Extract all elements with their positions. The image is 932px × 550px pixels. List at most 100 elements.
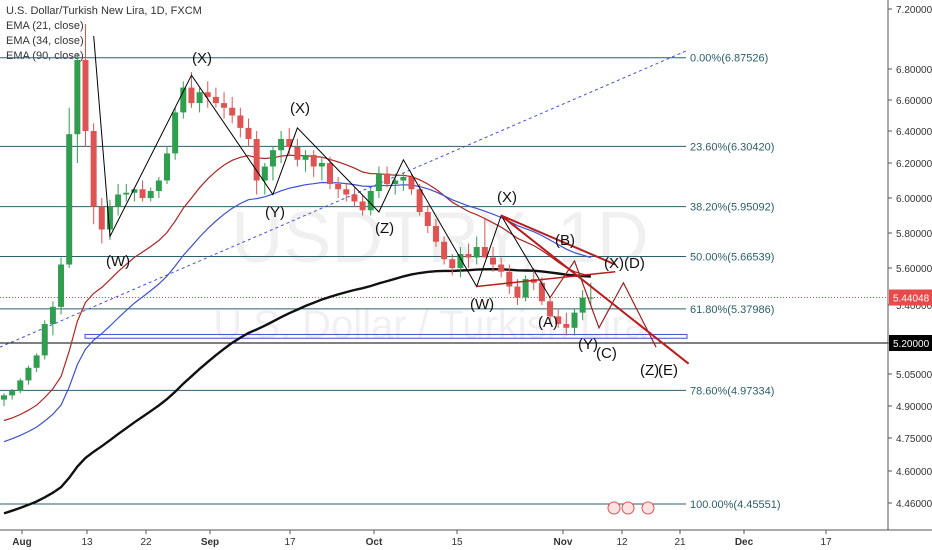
time-tick-label: 22 (140, 537, 152, 548)
candle-body (579, 297, 586, 313)
candle-body (115, 194, 122, 207)
candle-body (212, 96, 219, 104)
candle-body (131, 189, 138, 193)
wave-label: (Z) (375, 220, 394, 237)
time-tick-label: Nov (554, 537, 573, 548)
legend-ema34: EMA (34, close) (6, 35, 84, 47)
candle-body (465, 254, 472, 258)
wave-label: (C) (596, 345, 617, 362)
level-price-tag (889, 335, 932, 351)
candle-body (66, 134, 73, 265)
price-tick-label: 5.60000 (896, 264, 932, 275)
wave-label: (Y) (578, 336, 598, 353)
candle-body (1, 395, 7, 400)
candle-body (90, 131, 97, 207)
candle-body (253, 139, 260, 181)
price-tick-label: 6.60000 (896, 96, 932, 107)
wave-label: (B) (555, 232, 575, 249)
candle-body (25, 367, 32, 381)
candle-body (139, 189, 146, 198)
trendline-dashed (0, 50, 687, 348)
candle-body (9, 391, 16, 396)
mid-trendline (476, 270, 616, 288)
candle-body (327, 163, 333, 184)
event-flag-icon (641, 501, 655, 515)
wave-label: (X) (192, 50, 212, 67)
candle-body (245, 127, 252, 139)
price-tick-label: 4.60000 (896, 467, 932, 478)
candle-body (49, 306, 56, 324)
wave-zigzag (93, 35, 657, 348)
support-zone-box (84, 333, 688, 339)
candle-body (408, 177, 415, 190)
candle-body (172, 112, 179, 154)
price-tick-label: 6.20000 (896, 159, 932, 170)
wave-label: (Y) (265, 204, 285, 221)
candle-body (302, 155, 309, 160)
time-tick-label: 12 (616, 537, 628, 548)
candle-body (457, 254, 464, 268)
symbol-title: U.S. Dollar/Turkish New Lira, 1D, FXCM (6, 5, 202, 17)
level-price-value: 5.20000 (893, 339, 930, 350)
candle-body (506, 271, 513, 287)
candle-body (164, 153, 170, 181)
candle-body (294, 147, 301, 160)
candle-body (310, 155, 317, 167)
candle-body (351, 194, 358, 202)
ema34-line (3, 181, 591, 443)
fib-level-label: 61.80%(5.37986) (690, 304, 774, 316)
candle-body (490, 257, 496, 265)
candle-body (286, 139, 293, 147)
candle-body (384, 173, 391, 184)
candle-body (522, 279, 529, 298)
candle-body (147, 191, 154, 198)
candle-body (375, 173, 382, 191)
time-tick-label: 17 (284, 537, 296, 548)
wave-label: (E) (658, 362, 678, 379)
candle-body (106, 206, 113, 230)
candle-body (269, 150, 276, 167)
fib-level-label: 50.00%(5.66539) (690, 252, 774, 264)
wave-label: (Z) (640, 362, 659, 379)
candle-body (449, 259, 456, 268)
candle-body (204, 92, 211, 97)
triangle-waves (549, 259, 657, 348)
candle-body (41, 324, 48, 356)
price-tick-label: 6.00000 (896, 194, 932, 205)
candle-body (400, 177, 407, 181)
time-tick-label: Aug (12, 537, 31, 548)
upper-trendline (500, 214, 616, 266)
candle-body (188, 87, 195, 104)
time-tick-label: 17 (820, 537, 832, 548)
price-tick-label: 6.80000 (896, 65, 932, 76)
wave-label: (A) (538, 314, 558, 331)
price-tick-label: 5.40000 (896, 301, 932, 312)
chart-legend: U.S. Dollar/Turkish New Lira, 1D, FXCM E… (6, 4, 202, 64)
candle-body (33, 355, 40, 368)
candle-body (318, 163, 325, 167)
candle-body (343, 189, 350, 195)
wave-label: (X) (604, 255, 624, 272)
candle-body (180, 87, 187, 113)
price-tick-label: 4.75000 (896, 434, 932, 445)
candle-body (74, 60, 81, 135)
candle-body (571, 312, 578, 328)
candle-body (441, 241, 448, 260)
candle-body (538, 282, 545, 302)
candle-body (123, 192, 130, 195)
current-price-tag (889, 289, 932, 306)
time-tick-label: 21 (674, 537, 686, 548)
candle-body (335, 184, 342, 190)
wave-label: (D) (624, 255, 645, 272)
event-flag-icon (607, 501, 621, 515)
candle-body (473, 247, 480, 258)
legend-ema21: EMA (21, close) (6, 20, 84, 32)
candle-body (416, 189, 423, 212)
candle-body (392, 180, 399, 184)
time-tick-label: 15 (451, 537, 463, 548)
legend-ema90: EMA (90, close) (6, 50, 84, 62)
candle-body (237, 115, 244, 128)
fib-level-label: 38.20%(5.95092) (690, 202, 774, 214)
wave-label: (X) (497, 189, 517, 206)
